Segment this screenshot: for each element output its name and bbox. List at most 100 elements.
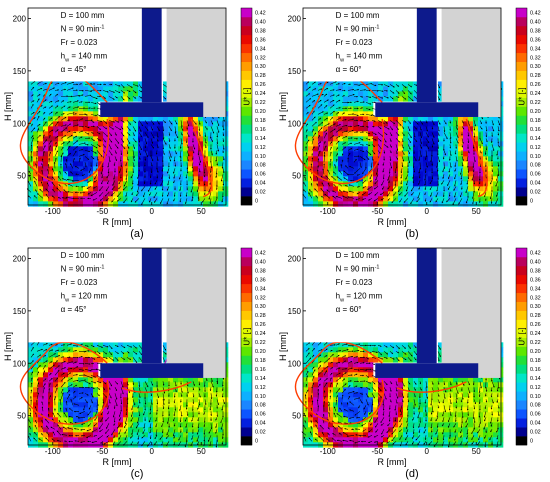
y-tick-label: 50 xyxy=(17,172,26,181)
field-cell xyxy=(213,392,219,398)
field-cell xyxy=(308,201,314,207)
field-cell xyxy=(368,357,374,363)
field-cell xyxy=(148,166,154,172)
x-tick-label: 50 xyxy=(197,447,206,456)
field-cell xyxy=(28,382,34,388)
field-cell xyxy=(133,191,139,197)
velocity-vector xyxy=(78,157,81,163)
field-cell xyxy=(113,432,119,438)
field-cell xyxy=(413,116,419,122)
field-cell xyxy=(183,437,189,443)
velocity-vector xyxy=(96,156,99,161)
field-cell xyxy=(113,382,119,388)
field-cell xyxy=(93,111,99,117)
field-cell xyxy=(78,151,84,157)
field-cell xyxy=(83,422,89,428)
field-cell xyxy=(418,161,424,167)
field-cell xyxy=(323,352,329,358)
field-cell xyxy=(318,156,324,162)
field-cell xyxy=(128,126,134,132)
colorbar-tick-label: 0.08 xyxy=(255,403,266,409)
velocity-vector xyxy=(60,82,67,85)
field-cell xyxy=(58,186,64,192)
field-cell xyxy=(313,86,319,92)
field-cell xyxy=(443,151,449,157)
field-cell xyxy=(408,121,414,127)
field-cell xyxy=(328,141,334,147)
field-cell xyxy=(58,86,64,92)
field-cell xyxy=(373,186,379,192)
field-cell xyxy=(48,126,54,132)
field-cell xyxy=(148,151,154,157)
colorbar-tick-label: 0.34 xyxy=(255,46,266,52)
field-cell xyxy=(203,166,209,172)
colorbar-tick-label: 0.06 xyxy=(255,412,266,418)
field-cell xyxy=(158,392,164,398)
velocity-vector xyxy=(138,144,142,151)
velocity-vector xyxy=(54,93,59,97)
velocity-vector xyxy=(126,84,133,88)
field-cell xyxy=(383,377,389,383)
velocity-vector xyxy=(131,192,134,196)
field-cell xyxy=(103,86,109,92)
colorbar-tick-label: 0.16 xyxy=(530,127,541,133)
field-cell xyxy=(53,161,59,167)
field-cell xyxy=(123,357,129,363)
field-cell xyxy=(43,181,49,187)
velocity-vector xyxy=(60,88,67,91)
field-cell xyxy=(43,106,49,112)
field-cell xyxy=(458,131,464,137)
field-cell xyxy=(318,201,324,207)
field-cell xyxy=(333,86,339,92)
field-cell xyxy=(133,412,139,418)
field-cell xyxy=(123,156,129,162)
velocity-vector xyxy=(30,80,36,85)
velocity-vector xyxy=(72,100,79,103)
field-cell xyxy=(28,91,34,97)
velocity-vector xyxy=(173,180,176,184)
velocity-vector xyxy=(216,120,220,127)
field-cell xyxy=(488,191,494,197)
velocity-vector xyxy=(154,180,158,185)
field-cell xyxy=(33,367,39,373)
field-cell xyxy=(453,141,459,147)
field-cell xyxy=(203,422,209,428)
field-cell xyxy=(363,111,369,117)
field-cell xyxy=(213,407,219,413)
colorbar-segment xyxy=(516,151,527,161)
field-cell xyxy=(118,121,124,127)
velocity-vector xyxy=(150,126,154,131)
field-cell xyxy=(108,196,114,202)
field-cell xyxy=(468,141,474,147)
field-cell xyxy=(108,412,114,418)
y-tick-label: 200 xyxy=(288,14,302,23)
velocity-vector xyxy=(54,105,59,109)
field-cell xyxy=(208,136,214,142)
velocity-vector xyxy=(36,110,41,115)
velocity-vector xyxy=(66,112,75,115)
field-cell xyxy=(203,427,209,433)
field-cell xyxy=(203,131,209,137)
field-cell xyxy=(98,181,104,187)
colorbar-segment xyxy=(516,34,527,45)
colorbar-tick-label: 0.26 xyxy=(255,322,266,328)
field-cell xyxy=(78,106,84,112)
velocity-vector xyxy=(67,191,74,193)
field-cell xyxy=(103,201,109,207)
field-cell xyxy=(118,352,124,358)
field-cell xyxy=(58,166,64,172)
field-cell xyxy=(133,86,139,92)
velocity-vector xyxy=(102,120,108,124)
colorbar-tick-label: 0.10 xyxy=(255,394,266,400)
field-cell xyxy=(158,412,164,418)
colorbar-tick-label: 0.40 xyxy=(255,19,266,25)
colorbar-tick-label: 0.42 xyxy=(255,10,266,16)
field-cell xyxy=(113,86,119,92)
field-cell xyxy=(113,151,119,157)
colorbar-segment xyxy=(241,61,252,71)
field-cell xyxy=(143,417,149,423)
field-cell xyxy=(93,86,99,92)
field-cell xyxy=(53,347,59,353)
field-cell xyxy=(303,387,309,393)
colorbar-label: U* [-] xyxy=(243,327,252,345)
